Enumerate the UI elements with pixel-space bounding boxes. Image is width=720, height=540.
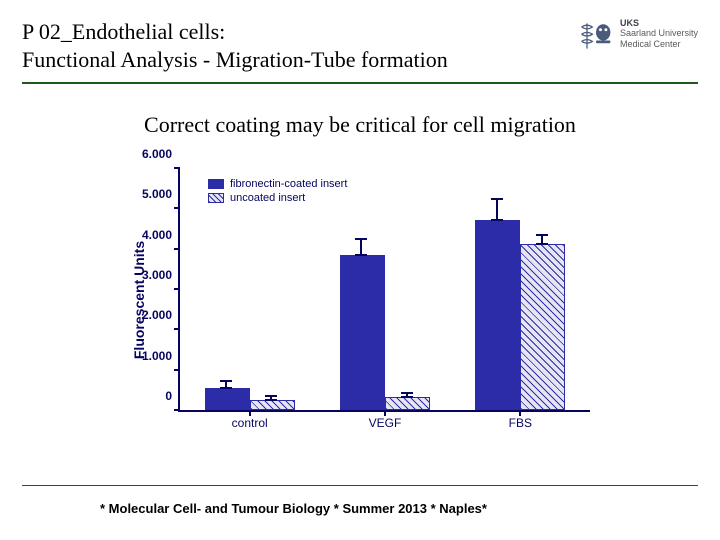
header-rule [22,82,698,84]
error-bar [270,396,272,400]
y-tick [174,369,180,371]
legend-label: uncoated insert [230,192,305,204]
error-bar [406,393,408,397]
error-bar [496,199,498,219]
x-tick-label: VEGF [369,416,402,430]
legend-item-uncoated: uncoated insert [208,192,347,204]
title-line-2: Functional Analysis - Migration-Tube for… [22,46,448,74]
y-tick-label: 5.000 [142,187,172,201]
y-tick-label: 6.000 [142,147,172,161]
footer-rule [22,485,698,486]
slide-title: P 02_Endothelial cells: Functional Analy… [22,18,448,73]
y-tick [174,167,180,169]
swatch-solid-icon [208,179,224,189]
x-tick-label: FBS [509,416,532,430]
legend: fibronectin-coated insert uncoated inser… [208,178,347,204]
bar-solid [475,220,520,410]
title-line-1: P 02_Endothelial cells: [22,18,448,46]
error-bar [541,235,543,244]
x-tick-label: control [232,416,268,430]
y-axis-label: Fluorescent Units [131,241,147,359]
legend-label: fibronectin-coated insert [230,178,347,190]
y-tick [174,207,180,209]
bar-hatched [520,244,565,410]
y-tick-label: 2.000 [142,308,172,322]
y-tick-label: 3.000 [142,268,172,282]
plot-area: 01.0002.0003.0004.0005.0006.000controlVE… [178,168,590,412]
error-bar [360,239,362,255]
error-bar [225,381,227,388]
legend-item-coated: fibronectin-coated insert [208,178,347,190]
y-tick [174,409,180,411]
uks-logo: UKS Saarland University Medical Center [578,18,698,54]
swatch-hatched-icon [208,193,224,203]
chart: Fluorescent Units 01.0002.0003.0004.0005… [120,160,600,440]
caduceus-owl-icon [578,18,614,54]
y-tick-label: 0 [165,389,172,403]
slide: P 02_Endothelial cells: Functional Analy… [0,0,720,540]
subtitle: Correct coating may be critical for cell… [0,112,720,138]
logo-line-2: Saarland University [620,28,698,38]
logo-line-1: UKS [620,18,698,28]
bar-solid [205,388,250,410]
y-tick-label: 1.000 [142,349,172,363]
logo-text: UKS Saarland University Medical Center [620,18,698,49]
bar-solid [340,255,385,410]
y-tick [174,328,180,330]
header: P 02_Endothelial cells: Functional Analy… [22,18,698,73]
bar-hatched [250,400,295,410]
bar-hatched [385,397,430,410]
y-tick [174,248,180,250]
logo-line-3: Medical Center [620,39,698,49]
y-tick-label: 4.000 [142,228,172,242]
footer-text: * Molecular Cell- and Tumour Biology * S… [100,501,487,516]
y-tick [174,288,180,290]
